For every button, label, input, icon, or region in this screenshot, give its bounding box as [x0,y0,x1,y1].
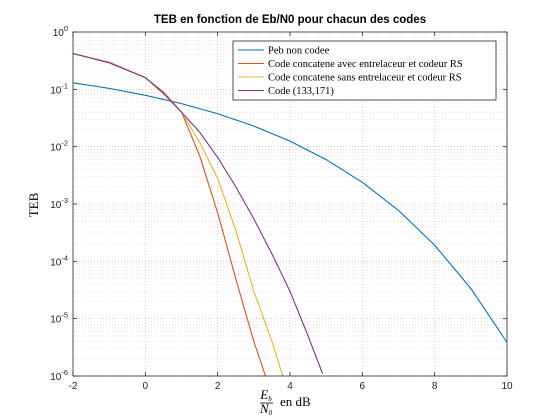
legend: Peb non codee Code concatene avec entrela… [232,40,497,101]
chart-title: TEB en fonction de Eb/N0 pour chacun des… [154,14,426,26]
series-line-4 [73,53,324,374]
x-tick-label: 0 [143,381,149,392]
x-axis-label-numerator: Eb [259,387,272,403]
y-tick-label: 10-6 [50,368,68,383]
x-axis-label-denominator: N0 [259,401,273,417]
x-tick-label: 6 [360,381,366,392]
legend-label-2: Code concatene avec entrelaceur et codeu… [268,59,463,70]
legend-label-1: Peb non codee [268,46,330,57]
x-tick-label: 10 [501,381,513,392]
y-tick-label: 10-5 [50,311,68,326]
x-tick-label: 4 [287,381,293,392]
y-tick-label: 10-3 [50,196,68,211]
series-lines [73,53,507,376]
y-tick-label: 10-2 [50,139,68,154]
y-axis-label: TEB [26,192,41,217]
y-tick-label: 10-1 [50,81,68,96]
y-tick-label: 100 [53,24,68,39]
x-axis-label: Eb N0 en dB [259,387,311,417]
y-axis-ticks: 100 10-1 10-2 10-3 10-4 10-5 10-6 [50,24,507,383]
series-group [73,53,507,376]
legend-label-3: Code concatene sans entrelaceur et codeu… [268,73,462,84]
x-tick-label: -2 [69,381,78,392]
series-line-1 [73,82,507,343]
legend-box [232,40,497,101]
legend-label-4: Code (133,171) [268,86,334,97]
x-tick-label: 2 [215,381,221,392]
x-axis-ticks: -2 0 2 4 6 8 10 [69,32,513,392]
x-tick-label: 8 [432,381,438,392]
y-tick-label: 10-4 [50,253,68,268]
x-axis-label-suffix: en dB [280,394,311,409]
